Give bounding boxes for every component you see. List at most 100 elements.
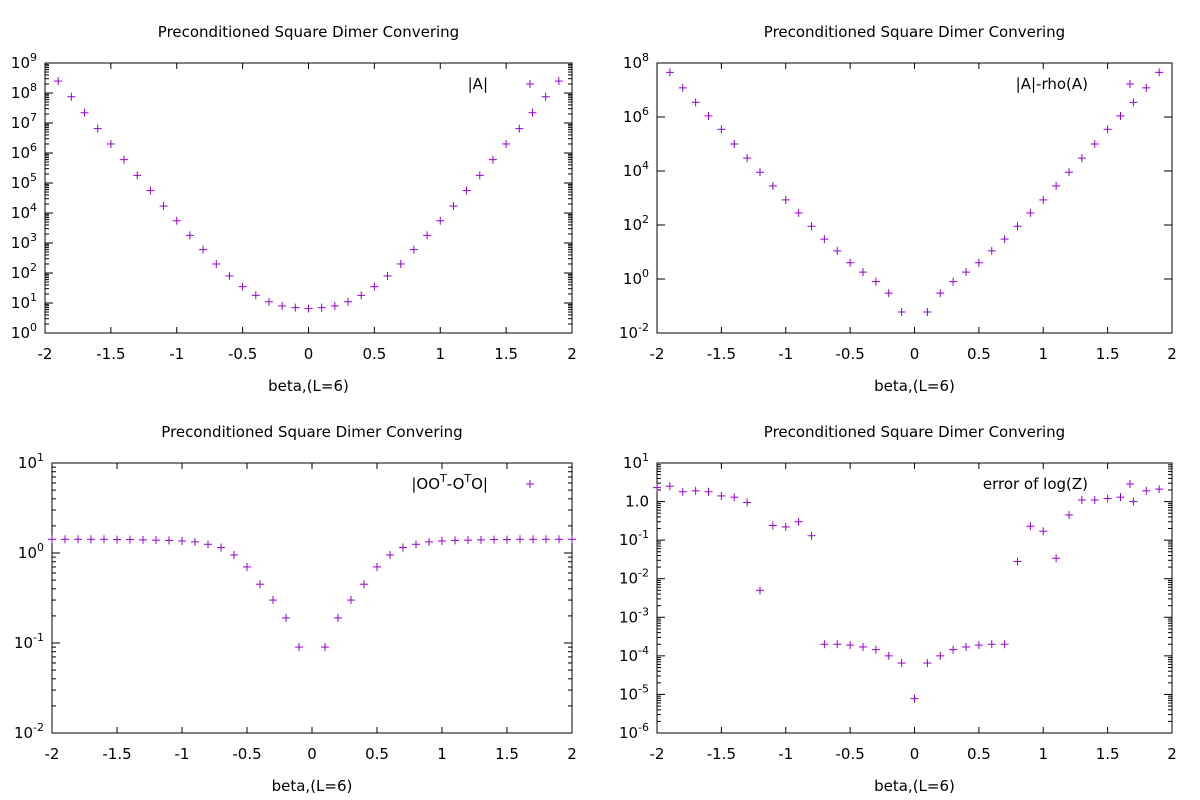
data-point [133, 171, 142, 180]
x-tick-label: 2 [1167, 345, 1177, 363]
data-point [243, 562, 251, 571]
chart-panel-4: Preconditioned Square Dimer Convering bet… [619, 423, 1177, 795]
data-point [1155, 68, 1164, 77]
data-point [67, 92, 76, 101]
x-tick-label: 2 [1167, 745, 1177, 763]
y-tick-label: 102 [623, 213, 649, 234]
data-point [974, 641, 983, 650]
data-point [462, 186, 471, 195]
y-tick-label: 10-2 [619, 321, 649, 342]
x-tick-label: -0.5 [228, 345, 257, 363]
data-point [541, 92, 550, 101]
x-tick-label: 1 [1038, 345, 1048, 363]
data-point [1000, 235, 1009, 244]
data-point [373, 562, 381, 571]
data-point [704, 487, 713, 496]
data-point [542, 535, 550, 544]
y-tick-label: 101 [11, 291, 37, 312]
x-tick-label: -1.5 [102, 745, 131, 763]
data-point [1142, 486, 1151, 495]
data-point [665, 68, 674, 77]
data-point [528, 108, 537, 117]
y-tick-label: 1.0 [625, 493, 649, 511]
data-point [370, 282, 379, 291]
data-point [756, 168, 764, 177]
data-point [488, 155, 497, 164]
chart-panel-1: Preconditioned Square Dimer Convering bet… [11, 23, 577, 395]
x-tick-label: -1.5 [96, 345, 125, 363]
data-point [347, 596, 355, 605]
x-tick-label: 0.5 [967, 745, 991, 763]
data-point [360, 580, 368, 589]
data-point [409, 245, 418, 254]
data-point [987, 640, 996, 649]
data-point [833, 246, 842, 255]
data-point [113, 535, 121, 544]
data-point [172, 216, 181, 225]
data-point [159, 202, 168, 211]
y-tick-label: 10-2 [14, 721, 44, 742]
y-tick-label: 103 [11, 231, 37, 252]
data-point [1116, 111, 1125, 120]
data-point [87, 535, 95, 544]
data-point [1065, 510, 1073, 519]
data-point [1103, 494, 1112, 503]
x-tick-label: -2 [38, 345, 53, 363]
data-point [317, 303, 326, 312]
x-tick-label: 1 [437, 745, 447, 763]
data-point [691, 486, 700, 495]
data-point [910, 694, 919, 703]
data-point [897, 659, 906, 668]
data-point [264, 297, 273, 306]
data-point [1090, 495, 1099, 504]
x-axis-label: beta,(L=6) [874, 377, 955, 395]
data-point [225, 271, 234, 280]
chart-panel-3: Preconditioned Square Dimer Convering bet… [14, 423, 577, 795]
y-tick-label: 108 [11, 81, 37, 102]
data-point [54, 77, 63, 86]
y-tick-label: 100 [18, 541, 44, 562]
data-point [106, 139, 115, 148]
data-point [730, 140, 739, 148]
data-point [1026, 522, 1035, 531]
data-point [949, 277, 958, 286]
x-tick-label: -0.5 [835, 345, 864, 363]
data-point [503, 535, 511, 544]
data-point [451, 536, 459, 545]
plot-frame [44, 62, 573, 334]
y-tick-label: 10-1 [619, 528, 649, 549]
x-tick-label: -1.5 [707, 745, 736, 763]
data-point [304, 304, 313, 313]
y-tick-label: 106 [623, 105, 649, 126]
data-point [139, 535, 147, 544]
data-point [704, 111, 713, 120]
y-tick-label: 10-2 [619, 567, 649, 588]
x-axis-label: beta,(L=6) [268, 377, 349, 395]
data-point [80, 108, 89, 117]
y-tick-label: 104 [11, 201, 37, 222]
data-point [962, 642, 970, 651]
data-point [1077, 154, 1086, 163]
x-axis-label: beta,(L=6) [272, 777, 353, 795]
data-point [653, 483, 661, 492]
x-tick-label: 0.5 [967, 345, 991, 363]
x-axis-label: beta,(L=6) [874, 777, 955, 795]
x-tick-label: -0.5 [835, 745, 864, 763]
data-point [678, 487, 687, 496]
data-point [846, 641, 855, 650]
data-point [48, 535, 56, 544]
data-point [383, 271, 392, 280]
data-point [717, 491, 726, 500]
data-point [61, 535, 69, 544]
x-tick-label: 1.5 [494, 345, 518, 363]
data-point [756, 586, 764, 595]
data-point [1013, 557, 1022, 566]
x-tick-label: 0 [910, 345, 920, 363]
y-tick-label: 10-6 [619, 721, 649, 742]
data-point [1039, 195, 1048, 204]
data-point [321, 643, 329, 652]
data-point [807, 531, 816, 540]
data-point [987, 246, 996, 255]
data-point [807, 222, 816, 231]
data-point [278, 301, 287, 310]
